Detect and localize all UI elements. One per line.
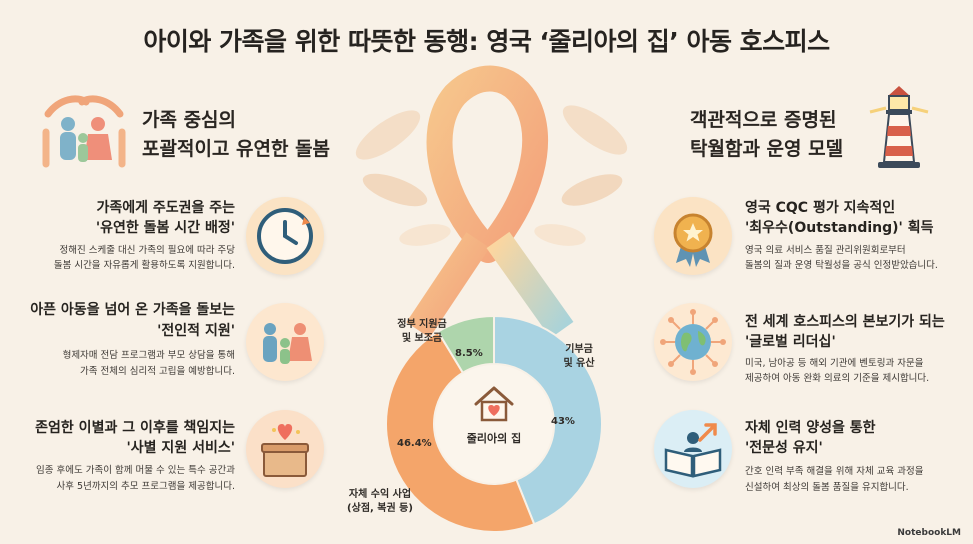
left-item-3-heading-line1: 존엄한 이별과 그 이후를 책임지는 [35,420,235,436]
right-item-2-desc-line2: 제공하여 아동 완화 의료의 기준을 제시합니다. [745,373,930,384]
left-item-2-heading-line2: '전인적 지원' [157,323,235,339]
left-item-3-icon-circle [246,410,324,488]
clock-icon [257,208,313,264]
left-item-1-desc-line2: 돌봄 시간을 자유롭게 활용하도록 지원합니다. [53,260,235,271]
segment-label-government-line1: 정부 지원금 [397,319,447,330]
left-item-2-heading-line1: 아픈 아동을 넘어 온 가족을 돌보는 [30,302,235,318]
left-item-2-desc-line2: 가족 전체의 심리적 고립을 예방합니다. [80,366,235,377]
left-section-title-line2: 포괄적이고 유연한 돌봄 [142,138,331,160]
left-item-1-desc-line1: 정해진 스케줄 대신 가족의 필요에 따라 주당 [59,245,235,256]
right-item-1-icon-circle [654,197,732,275]
family-icon [263,323,312,364]
right-section-title-line1: 객관적으로 증명된 [690,109,837,131]
right-item-2-icon-circle [654,303,732,381]
segment-own-revenue [385,330,536,533]
right-item-1-heading-line2: '최우수(Outstanding)' 획득 [745,220,934,236]
award-medal-icon [673,213,713,267]
right-item-1-desc-line2: 돌봄의 질과 운영 탁월성을 공식 인정받았습니다. [745,260,938,271]
segment-government [436,314,495,375]
page-title: 아이와 가족을 위한 따뜻한 동행: 영국 ‘줄리아의 집’ 아동 호스피스 [143,27,830,56]
left-section-title-line1: 가족 중심의 [142,109,237,131]
house-heart-icon [474,386,514,422]
left-item-1-heading-line1: 가족에게 주도권을 주는 [96,200,235,216]
globe-network-icon [660,309,726,375]
family-hands-icon [42,95,126,168]
right-item-3-heading-line2: '전문성 유지' [745,440,823,456]
pct-own-revenue: 46.4% [397,438,432,449]
lighthouse-icon [869,86,929,168]
right-item-1-desc-line1: 영국 의료 서비스 품질 관리위원회로부터 [745,245,906,256]
segment-label-own-revenue-line1: 자체 수익 사업 [348,489,412,500]
left-item-3-desc-line1: 임종 후에도 가족이 함께 머물 수 있는 특수 공간과 [36,465,235,476]
left-item-1-icon-circle [246,197,324,275]
pct-donations: 43% [551,416,575,427]
memory-box-icon [261,424,309,477]
right-item-3-icon-circle [654,410,732,488]
left-item-2-icon-circle [246,303,324,381]
segment-donations [493,314,603,526]
book-growth-icon [664,423,722,478]
donut-hole [435,365,553,483]
right-item-2-heading-line1: 전 세계 호스피스의 본보기가 되는 [745,314,945,330]
right-item-2-desc-line1: 미국, 남아공 등 해외 기관에 벤토링과 자문을 [745,358,924,369]
right-item-3-heading-line1: 자체 인력 양성을 통한 [745,420,876,436]
brand-label: NotebookLM [897,528,961,538]
pct-government: 8.5% [455,348,483,359]
segment-label-donations-line1: 기부금 [565,344,593,355]
segment-label-government-line2: 및 보조금 [401,333,443,344]
right-item-2-heading-line2: '글로벌 리더십' [745,334,836,350]
right-section-title-line2: 탁월함과 운영 모델 [690,138,844,160]
left-item-3-heading-line2: '사별 지원 서비스' [126,440,235,456]
right-item-3-desc-line2: 신설하여 최상의 돌봄 품질을 유지합니다. [745,482,909,493]
segment-label-own-revenue-line2: (상점, 복권 등) [347,503,413,514]
right-item-3-desc-line1: 간호 인력 부족 해결을 위해 자체 교육 과정을 [745,466,924,477]
segment-label-donations-line2: 및 유산 [563,358,595,369]
donut-center-label: 줄리아의 집 [466,432,522,445]
left-item-1-heading-line2: '유연한 돌봄 시간 배정' [95,220,235,236]
left-item-3-desc-line2: 사후 5년까지의 추모 프로그램을 제공합니다. [56,481,235,492]
left-item-2-desc-line1: 형제자매 전담 프로그램과 부모 상담을 통해 [62,350,235,361]
right-item-1-heading-line1: 영국 CQC 평가 지속적인 [745,200,896,216]
